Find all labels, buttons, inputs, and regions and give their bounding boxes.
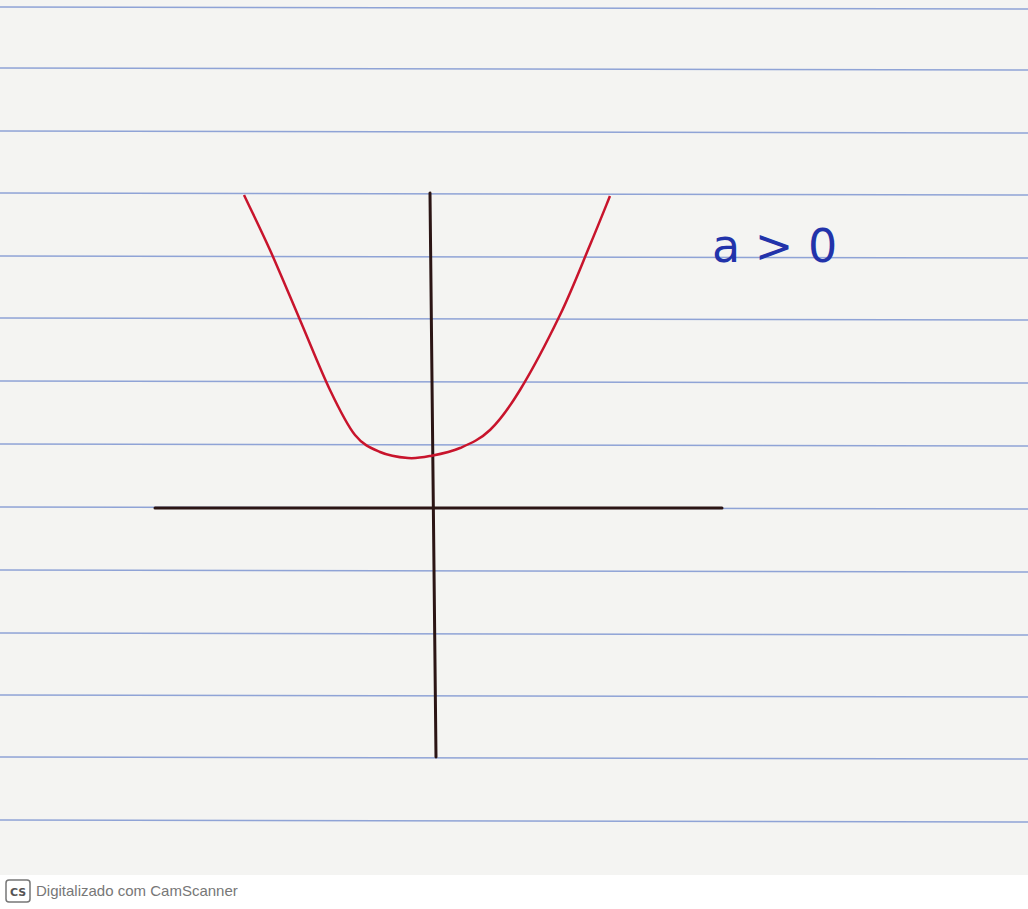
paper-rule (0, 444, 1028, 446)
paper-rule (0, 381, 1028, 383)
paper-rule (0, 570, 1028, 572)
paper-rule (0, 507, 1028, 509)
paper-rule (0, 256, 1028, 258)
paper-rule (0, 68, 1028, 70)
plot-marks (244, 195, 610, 458)
paper-rule (0, 757, 1028, 759)
paper (0, 0, 1028, 875)
scan-margin (0, 875, 1028, 909)
paper-rule (0, 131, 1028, 133)
paper-rule (0, 820, 1028, 822)
logo-box (6, 880, 30, 902)
logo: CS (10, 886, 26, 899)
y-axis (430, 193, 436, 757)
paper-rule (0, 193, 1028, 195)
footer-text: Digitalizado com CamScanner (36, 882, 238, 899)
paper-rule (0, 318, 1028, 320)
annotation: a > 0 (712, 219, 837, 273)
x-axis (155, 507, 722, 510)
paper-rule (0, 695, 1028, 697)
page: a > 0 CS Digitalizado com CamScanner (0, 0, 1028, 909)
paper-rule (0, 633, 1028, 635)
paper-rule (0, 7, 1028, 9)
parabola (244, 195, 610, 458)
